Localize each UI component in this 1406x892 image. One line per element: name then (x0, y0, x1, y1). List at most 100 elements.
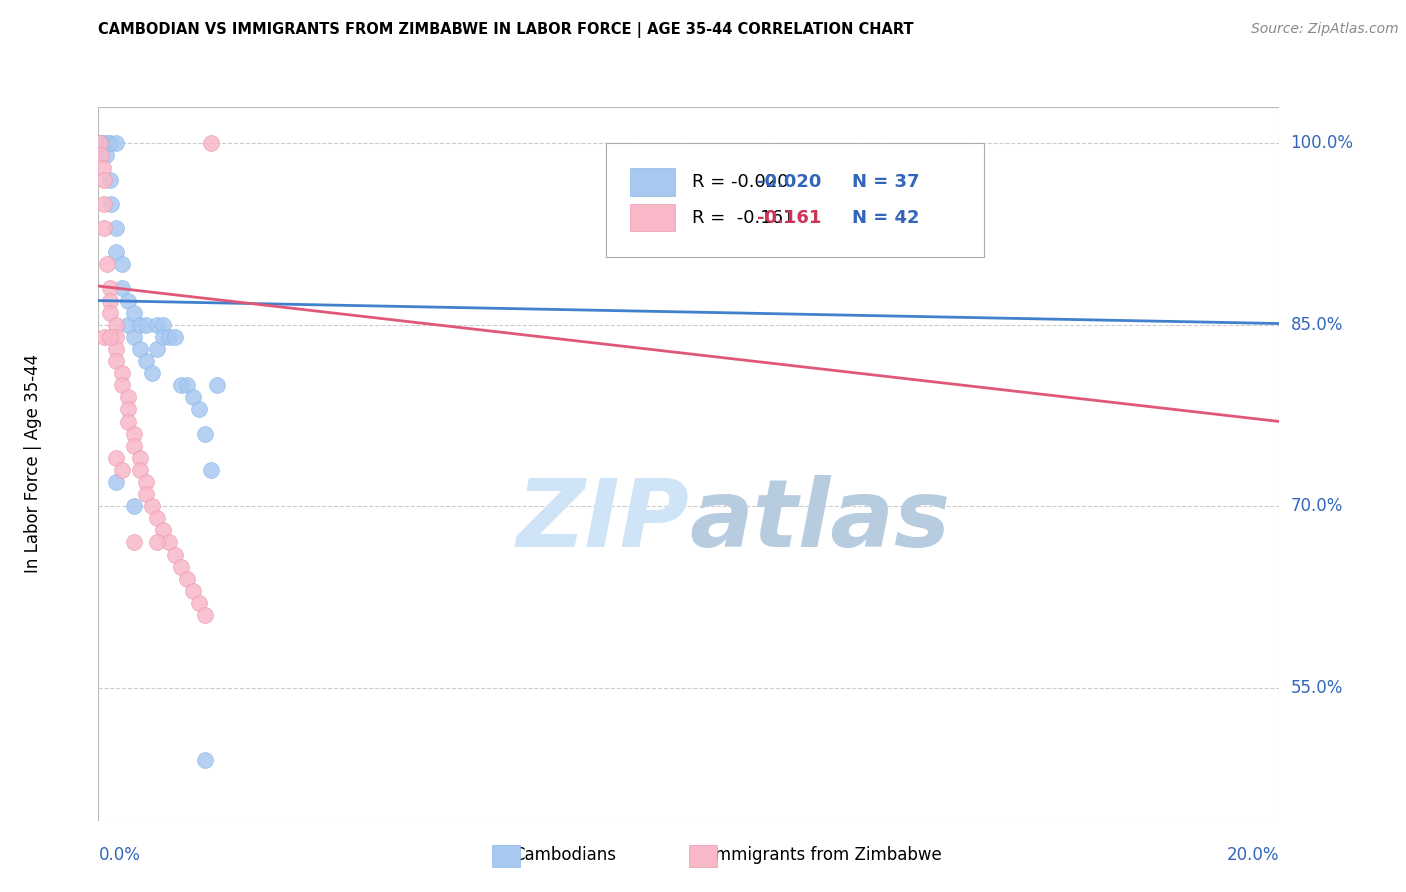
Text: In Labor Force | Age 35-44: In Labor Force | Age 35-44 (24, 354, 42, 574)
Point (98, 330, 121, 344)
Point (152, 524, 174, 538)
Point (152, 330, 174, 344)
Point (93, 172, 115, 186)
Text: 100.0%: 100.0% (1291, 135, 1354, 153)
Point (176, 378, 198, 392)
Point (157, 535, 180, 549)
Text: 85.0%: 85.0% (1291, 316, 1343, 334)
Point (205, 378, 228, 392)
Point (135, 318, 157, 332)
Point (111, 366, 134, 380)
Text: 20.0%: 20.0% (1227, 846, 1279, 863)
Point (181, 583, 204, 598)
Point (141, 366, 163, 380)
Point (146, 511, 169, 525)
Point (90, 136, 112, 151)
Point (93, 136, 115, 151)
Point (135, 487, 157, 501)
Point (105, 330, 128, 344)
Point (135, 475, 157, 489)
Text: 55.0%: 55.0% (1291, 679, 1343, 697)
Text: Immigrants from Zimbabwe: Immigrants from Zimbabwe (710, 847, 942, 864)
Text: N = 42: N = 42 (852, 209, 920, 227)
Point (122, 499, 145, 513)
Point (122, 330, 145, 344)
Point (117, 402, 139, 417)
Text: N = 37: N = 37 (852, 173, 920, 191)
Point (98, 172, 121, 186)
Point (98, 293, 121, 308)
Point (170, 378, 193, 392)
Point (96, 257, 118, 271)
Point (187, 596, 209, 610)
Point (141, 499, 163, 513)
Point (105, 221, 128, 235)
Point (122, 426, 145, 441)
Point (111, 378, 134, 392)
Point (122, 535, 145, 549)
Point (111, 257, 134, 271)
Point (111, 281, 134, 295)
Point (100, 196, 122, 211)
Point (181, 390, 204, 404)
Point (105, 342, 128, 356)
Point (170, 559, 193, 574)
Point (105, 245, 128, 260)
Point (117, 390, 139, 404)
Point (128, 342, 150, 356)
FancyBboxPatch shape (630, 169, 675, 195)
Point (105, 450, 128, 465)
Point (117, 318, 139, 332)
Point (128, 463, 150, 477)
Point (93, 196, 115, 211)
Point (135, 354, 157, 368)
Point (105, 136, 128, 151)
Text: 0.0%: 0.0% (98, 846, 141, 863)
Point (194, 607, 217, 622)
Point (128, 450, 150, 465)
Point (194, 753, 217, 767)
Point (105, 354, 128, 368)
Text: -0.161: -0.161 (758, 209, 823, 227)
Text: R =  -0.161: R = -0.161 (693, 209, 794, 227)
Text: -0.020: -0.020 (758, 173, 823, 191)
Text: R = -0.020: R = -0.020 (693, 173, 789, 191)
Text: CAMBODIAN VS IMMIGRANTS FROM ZIMBABWE IN LABOR FORCE | AGE 35-44 CORRELATION CHA: CAMBODIAN VS IMMIGRANTS FROM ZIMBABWE IN… (98, 22, 914, 38)
Text: ZIP: ZIP (516, 475, 689, 567)
Text: Cambodians: Cambodians (513, 847, 616, 864)
Point (146, 342, 169, 356)
Point (194, 426, 217, 441)
Point (146, 318, 169, 332)
Point (117, 293, 139, 308)
Point (200, 463, 222, 477)
Point (128, 318, 150, 332)
Point (105, 318, 128, 332)
FancyBboxPatch shape (606, 143, 984, 257)
Point (91, 161, 114, 175)
Point (122, 306, 145, 320)
Point (176, 572, 198, 586)
Point (98, 281, 121, 295)
Text: 70.0%: 70.0% (1291, 497, 1343, 516)
Point (93, 221, 115, 235)
Point (146, 535, 169, 549)
Point (187, 402, 209, 417)
Point (165, 330, 187, 344)
Point (90, 148, 112, 162)
Point (122, 439, 145, 453)
Text: Source: ZipAtlas.com: Source: ZipAtlas.com (1251, 22, 1399, 37)
Point (94, 148, 117, 162)
Text: atlas: atlas (689, 475, 950, 567)
Point (93, 330, 115, 344)
Point (96, 136, 118, 151)
Point (111, 463, 134, 477)
Point (98, 306, 121, 320)
Point (200, 136, 222, 151)
Point (157, 330, 180, 344)
FancyBboxPatch shape (630, 204, 675, 231)
Point (105, 475, 128, 489)
Point (165, 548, 187, 562)
Point (152, 318, 174, 332)
Point (89, 136, 111, 151)
Point (98, 136, 121, 151)
